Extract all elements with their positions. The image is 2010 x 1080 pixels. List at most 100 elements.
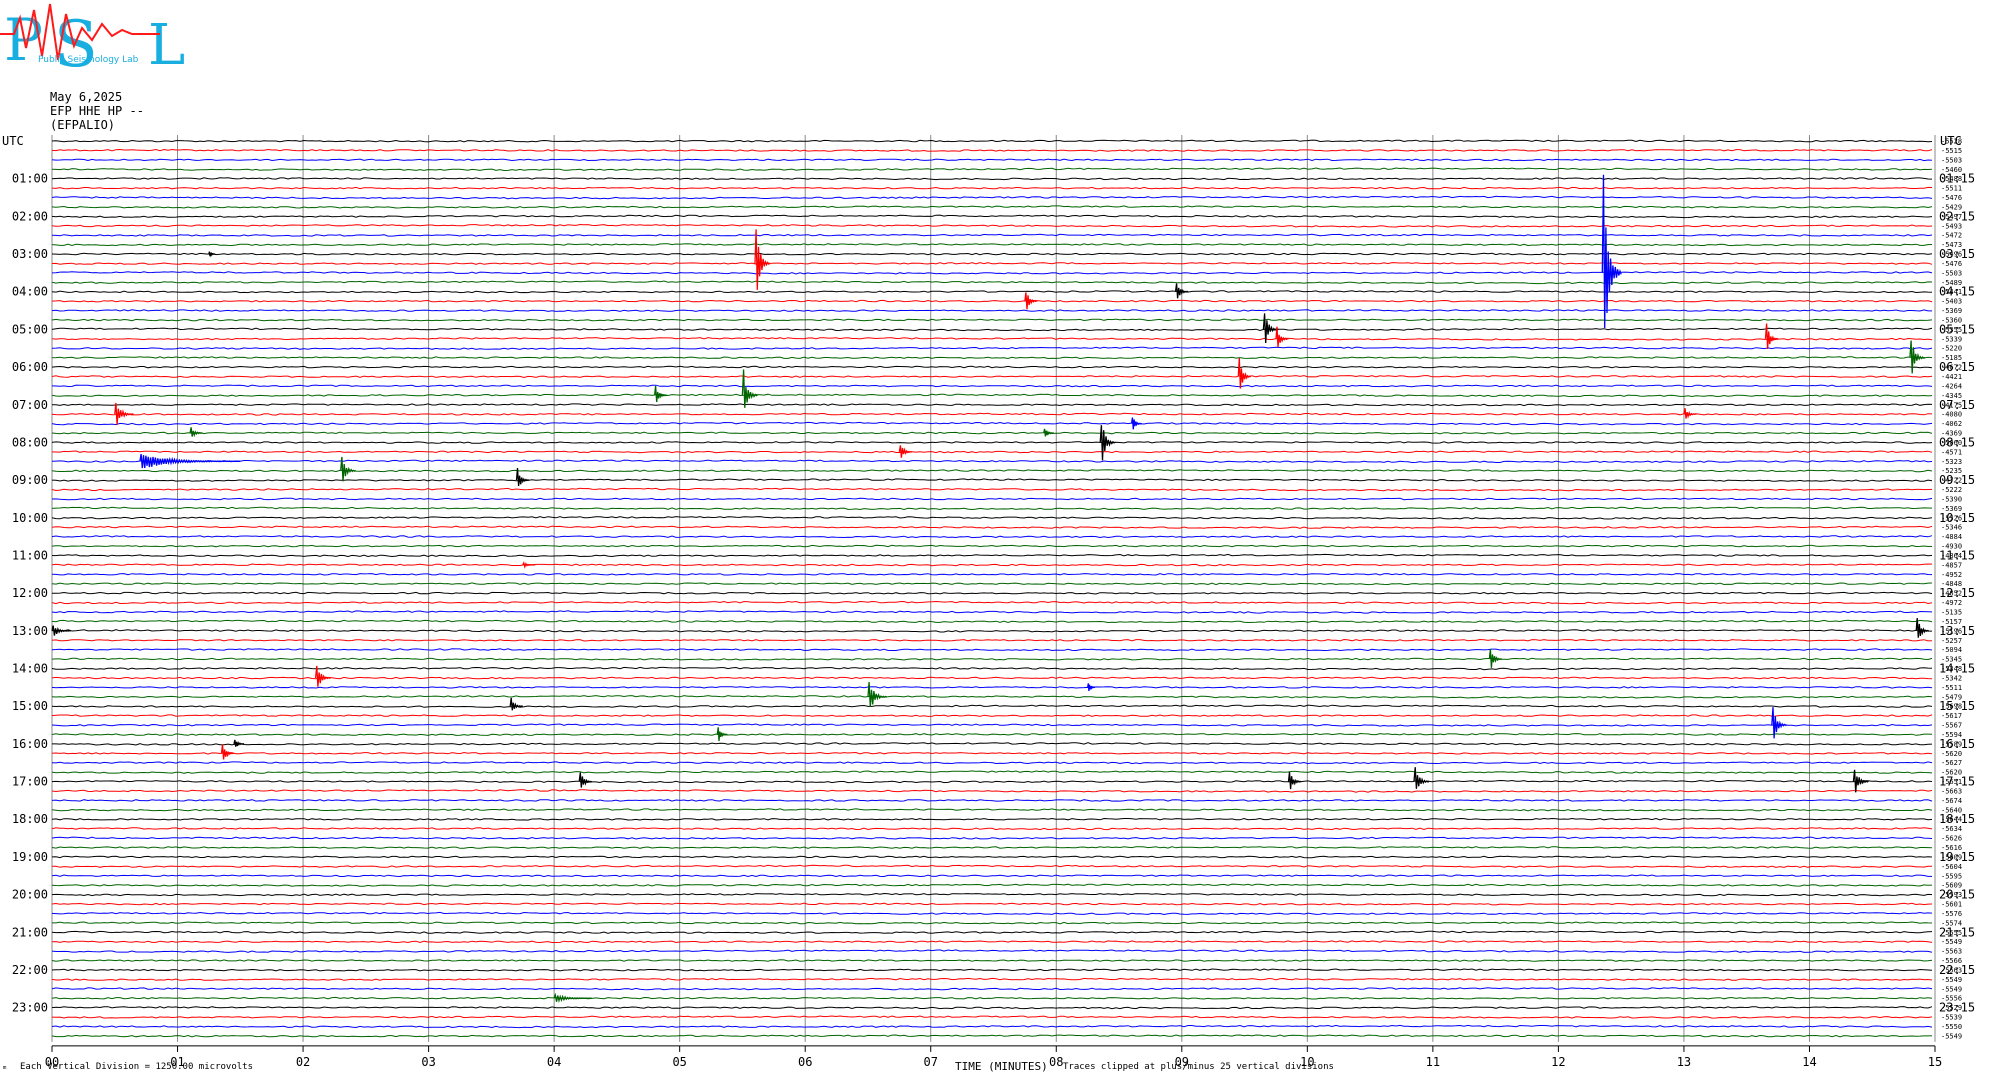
trace-row [51, 459, 1933, 464]
trace-row [51, 686, 1933, 689]
row-offset-label: -5503 [1941, 269, 1962, 277]
header-date: May 6,2025 [50, 90, 123, 104]
header-station: (EFPALIO) [50, 118, 116, 132]
event-waveform [515, 467, 530, 487]
event-waveform [114, 402, 134, 425]
seismic-events [51, 174, 1929, 1003]
trace-row [51, 177, 1933, 181]
hour-label-left: 17:00 [12, 775, 48, 789]
trace-row [51, 356, 1933, 360]
hour-label-left: 08:00 [12, 435, 48, 449]
trace-row [51, 1006, 1933, 1010]
row-offset-label: -5555 [1941, 929, 1962, 937]
trace-row [51, 1034, 1933, 1038]
row-offset-label: -5609 [1941, 853, 1962, 861]
trace-row [51, 478, 1933, 482]
trace-row [51, 563, 1933, 567]
trace-row [51, 525, 1933, 529]
row-offset-label: -5574 [1941, 919, 1962, 927]
x-tick-label: 00 [45, 1055, 59, 1069]
trace-row [51, 252, 1933, 256]
row-offset-label: -5441 [1941, 288, 1962, 296]
trace-row [51, 139, 1933, 143]
trace-row [52, 742, 1933, 746]
x-tick-label: 01 [170, 1055, 184, 1069]
trace-row [51, 280, 1933, 285]
event-waveform [741, 369, 758, 408]
trace-row [51, 751, 1933, 755]
trace-row [51, 393, 1933, 398]
hour-label-left: 05:00 [12, 322, 48, 336]
trace-row [51, 911, 1933, 916]
row-offset-label: -5663 [1941, 787, 1962, 795]
row-offset-label: -5369 [1941, 307, 1962, 315]
row-offset-label: -5626 [1941, 835, 1962, 843]
trace-row [51, 337, 1933, 341]
row-offset-label: -5526 [1941, 514, 1962, 522]
trace-row [51, 553, 1933, 558]
trace-row [51, 987, 1933, 991]
hour-label-left: 19:00 [12, 850, 48, 864]
trace-row [51, 968, 1933, 972]
trace-row [51, 375, 1933, 379]
event-waveform [1852, 769, 1869, 793]
psl-logo: P S L Public Seismology Lab [0, 3, 185, 72]
hour-label-right: 15:15 [1939, 699, 1975, 713]
trace-row [51, 808, 1933, 812]
event-waveform [1683, 408, 1697, 419]
row-offset-label: -5511 [1941, 185, 1962, 193]
row-offset-label: -5589 [1941, 740, 1962, 748]
hour-label-left: 12:00 [12, 586, 48, 600]
trace-row [51, 487, 1933, 492]
trace-row [51, 309, 1932, 312]
scale-note: Each Vertical Division = 1250.00 microvo… [20, 1062, 253, 1072]
row-offset-label: -5593 [1941, 891, 1962, 899]
row-offset-label: -4080 [1941, 411, 1962, 419]
trace-row [51, 799, 1933, 802]
trace-row [52, 921, 1933, 925]
x-tick-label: 08 [1049, 1055, 1063, 1069]
row-offset-label: -5369 [1941, 505, 1962, 513]
x-tick-label: 12 [1551, 1055, 1565, 1069]
trace-row [51, 846, 1933, 849]
row-offset-label: -4421 [1941, 373, 1962, 381]
hour-label-left: 18:00 [12, 812, 48, 826]
trace-row [51, 930, 1933, 934]
hour-label-right: 07:15 [1939, 398, 1975, 412]
x-tick-label: 11 [1426, 1055, 1440, 1069]
trace-row [51, 1015, 1933, 1019]
x-tick-label: 04 [547, 1055, 561, 1069]
row-offset-label: -5616 [1941, 844, 1962, 852]
trace-row [51, 384, 1933, 388]
trace-row [51, 431, 1933, 435]
trace-row [51, 591, 1933, 595]
hour-label-left: 13:00 [12, 624, 48, 638]
trace-row [51, 883, 1933, 887]
trace-row [51, 412, 1933, 416]
trace-row [51, 195, 1933, 200]
hour-label-left: 11:00 [12, 548, 48, 562]
x-tick-label: 13 [1677, 1055, 1691, 1069]
row-offset-label: -5529 [1941, 1004, 1962, 1012]
row-offset-label: -5549 [1941, 1032, 1962, 1040]
row-offset-label: -5515 [1941, 147, 1962, 155]
event-waveform [1087, 683, 1096, 692]
row-offset-label: -5617 [1941, 712, 1962, 720]
row-offset-label: -5528 [1941, 138, 1962, 146]
row-offset-label: -5157 [1941, 618, 1962, 626]
hour-label-right: 01:15 [1939, 172, 1975, 186]
row-offset-label: -4264 [1941, 382, 1962, 390]
row-offset-label: -4175 [1941, 401, 1962, 409]
event-waveform [1262, 313, 1279, 344]
trace-row [51, 148, 1933, 152]
x-tick-label: 09 [1175, 1055, 1189, 1069]
footer-mark: ₘ [2, 1062, 8, 1072]
event-waveform [314, 665, 331, 687]
trace-row [51, 318, 1933, 322]
minute-grid [51, 135, 1936, 1052]
trace-row [51, 610, 1933, 614]
trace-row [51, 874, 1932, 878]
trace-row [51, 892, 1933, 897]
trace-row [51, 714, 1933, 717]
